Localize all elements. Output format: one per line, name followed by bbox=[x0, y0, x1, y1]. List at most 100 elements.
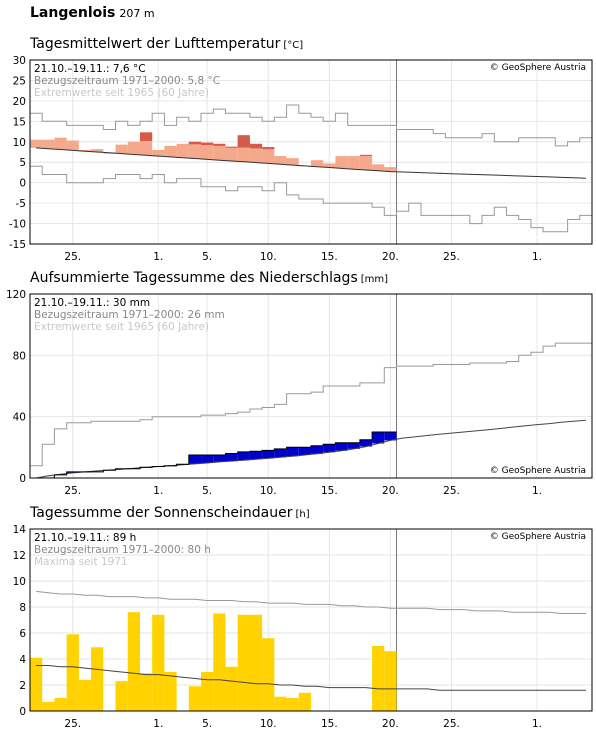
precipitation-deviation-area bbox=[286, 447, 299, 457]
x-tick-label: 15. bbox=[321, 251, 338, 263]
summary-current: 21.10.–19.11.: 30 mm bbox=[34, 297, 150, 309]
y-tick-label: -15 bbox=[9, 239, 26, 251]
x-tick-label: 1. bbox=[153, 485, 163, 497]
precipitation-deviation-area bbox=[225, 453, 238, 462]
y-tick-label: 14 bbox=[13, 524, 27, 536]
x-tick-label: 25. bbox=[443, 485, 460, 497]
sunshine-bar bbox=[54, 698, 67, 711]
x-tick-label: 10. bbox=[260, 485, 277, 497]
temperature-deviation-bar bbox=[103, 152, 116, 154]
temperature-deviation-bar bbox=[30, 139, 43, 148]
y-tick-label: 5 bbox=[19, 157, 26, 169]
y-tick-label: 0 bbox=[19, 178, 26, 190]
x-tick-label: 25. bbox=[64, 251, 81, 263]
precipitation-deviation-area bbox=[359, 439, 373, 447]
temperature-deviation-bar bbox=[91, 149, 104, 152]
temperature-deviation-bar bbox=[384, 167, 397, 172]
y-tick-label: 20 bbox=[13, 96, 26, 108]
temperature-panel-title: Tagesmittelwert der Lufttemperatur [°C] bbox=[30, 36, 303, 52]
y-tick-label: 0 bbox=[19, 473, 26, 485]
summary-reference: Bezugszeitraum 1971–2000: 80 h bbox=[34, 544, 211, 556]
sunshine-bar bbox=[213, 613, 226, 711]
sunshine-bar bbox=[66, 634, 79, 711]
summary-current: 21.10.–19.11.: 89 h bbox=[34, 532, 136, 544]
precipitation-deviation-area bbox=[237, 451, 250, 461]
temperature-deviation-bar bbox=[42, 139, 55, 149]
copyright-label: © GeoSphere Austria bbox=[490, 532, 586, 542]
temperature-deviation-bar bbox=[188, 141, 202, 159]
y-tick-label: 40 bbox=[13, 412, 26, 424]
temperature-extreme-bar bbox=[237, 135, 250, 148]
precipitation-deviation-area bbox=[323, 444, 336, 453]
y-tick-label: 6 bbox=[19, 628, 26, 640]
precipitation-deviation-area bbox=[42, 475, 55, 478]
temperature-deviation-bar bbox=[335, 156, 348, 169]
temperature-deviation-bar bbox=[274, 156, 287, 165]
sunshine-bar bbox=[188, 686, 202, 711]
x-tick-label: 1. bbox=[532, 251, 542, 263]
reference-mean-line bbox=[36, 147, 586, 179]
plot-border bbox=[29, 293, 593, 479]
precipitation-unit: [mm] bbox=[360, 274, 389, 285]
precipitation-deviation-area bbox=[262, 450, 275, 459]
x-tick-label: 5. bbox=[202, 718, 212, 730]
precipitation-chart: 0 40 80 120 25. 1. 5. 10. 15. 20. 25. 1. 21.10.–19.1… bbox=[6, 289, 593, 497]
sunshine-bar bbox=[78, 679, 92, 711]
y-tick-label: 0 bbox=[19, 706, 26, 718]
sunshine-title: Tagessumme der Sonnenscheindauer bbox=[30, 505, 293, 521]
sunshine-bar bbox=[384, 651, 397, 711]
temperature-deviation-bar bbox=[359, 154, 373, 170]
sunshine-bar bbox=[225, 666, 238, 711]
precipitation-deviation-area bbox=[201, 455, 214, 463]
sunshine-unit: [h] bbox=[295, 509, 310, 520]
temperature-deviation-bar bbox=[176, 143, 189, 158]
precipitation-deviation-area bbox=[384, 432, 397, 441]
x-tick-label: 5. bbox=[202, 251, 212, 263]
x-tick-label: 10. bbox=[260, 718, 277, 730]
temperature-extreme-bar bbox=[139, 132, 153, 141]
precipitation-deviation-area bbox=[188, 455, 202, 464]
temperature-extreme-bar bbox=[213, 143, 226, 146]
sunshine-bar bbox=[139, 673, 153, 711]
x-tick-label: 20. bbox=[382, 485, 399, 497]
sunshine-bar bbox=[164, 672, 177, 711]
temperature-extreme-bar bbox=[188, 141, 202, 145]
temperature-deviation-bar bbox=[127, 141, 140, 155]
y-tick-label: 80 bbox=[13, 350, 26, 362]
summary-reference: Bezugszeitraum 1971–2000: 5,8 °C bbox=[34, 75, 220, 87]
temperature-unit: [°C] bbox=[283, 40, 304, 51]
x-tick-label: 10. bbox=[260, 251, 277, 263]
sunshine-bar bbox=[237, 614, 250, 711]
temperature-deviation-bar bbox=[323, 163, 336, 168]
x-tick-label: 1. bbox=[532, 485, 542, 497]
sunshine-bar bbox=[152, 614, 165, 711]
temperature-extreme-bar bbox=[262, 147, 275, 150]
x-tick-label: 5. bbox=[202, 485, 212, 497]
x-tick-label: 20. bbox=[382, 251, 399, 263]
temperature-extreme-bar bbox=[249, 143, 263, 149]
extreme-min-line bbox=[30, 165, 592, 233]
precipitation-deviation-area bbox=[274, 448, 287, 458]
x-tick-label: 1. bbox=[532, 718, 542, 730]
sunshine-bar bbox=[286, 698, 299, 711]
sunshine-panel-title: Tagessumme der Sonnenscheindauer [h] bbox=[30, 505, 310, 521]
cumulative-precipitation-line bbox=[30, 431, 397, 479]
precipitation-deviation-area bbox=[249, 451, 263, 460]
x-tick-label: 25. bbox=[64, 485, 81, 497]
x-tick-label: 15. bbox=[321, 485, 338, 497]
sunshine-bar bbox=[91, 647, 104, 711]
sunshine-bar bbox=[298, 692, 311, 711]
plot-border bbox=[29, 528, 593, 712]
reference-mean-line bbox=[36, 665, 586, 691]
temperature-chart: -15 -10 -5 0 5 10 15 20 25 30 25. 1. 5. 10. 15. 20. 25. 1… bbox=[9, 55, 593, 263]
x-tick-label: 25. bbox=[64, 718, 81, 730]
sunshine-bar bbox=[262, 638, 275, 711]
sunshine-bar bbox=[274, 696, 287, 711]
sunshine-bar bbox=[372, 646, 385, 711]
plot-border bbox=[29, 59, 593, 245]
temperature-extreme-bar bbox=[225, 146, 238, 148]
temperature-deviation-bar bbox=[225, 146, 238, 161]
temperature-deviation-bar bbox=[164, 145, 177, 157]
maxima-line bbox=[36, 590, 586, 614]
station-name: Langenlois bbox=[30, 5, 116, 21]
